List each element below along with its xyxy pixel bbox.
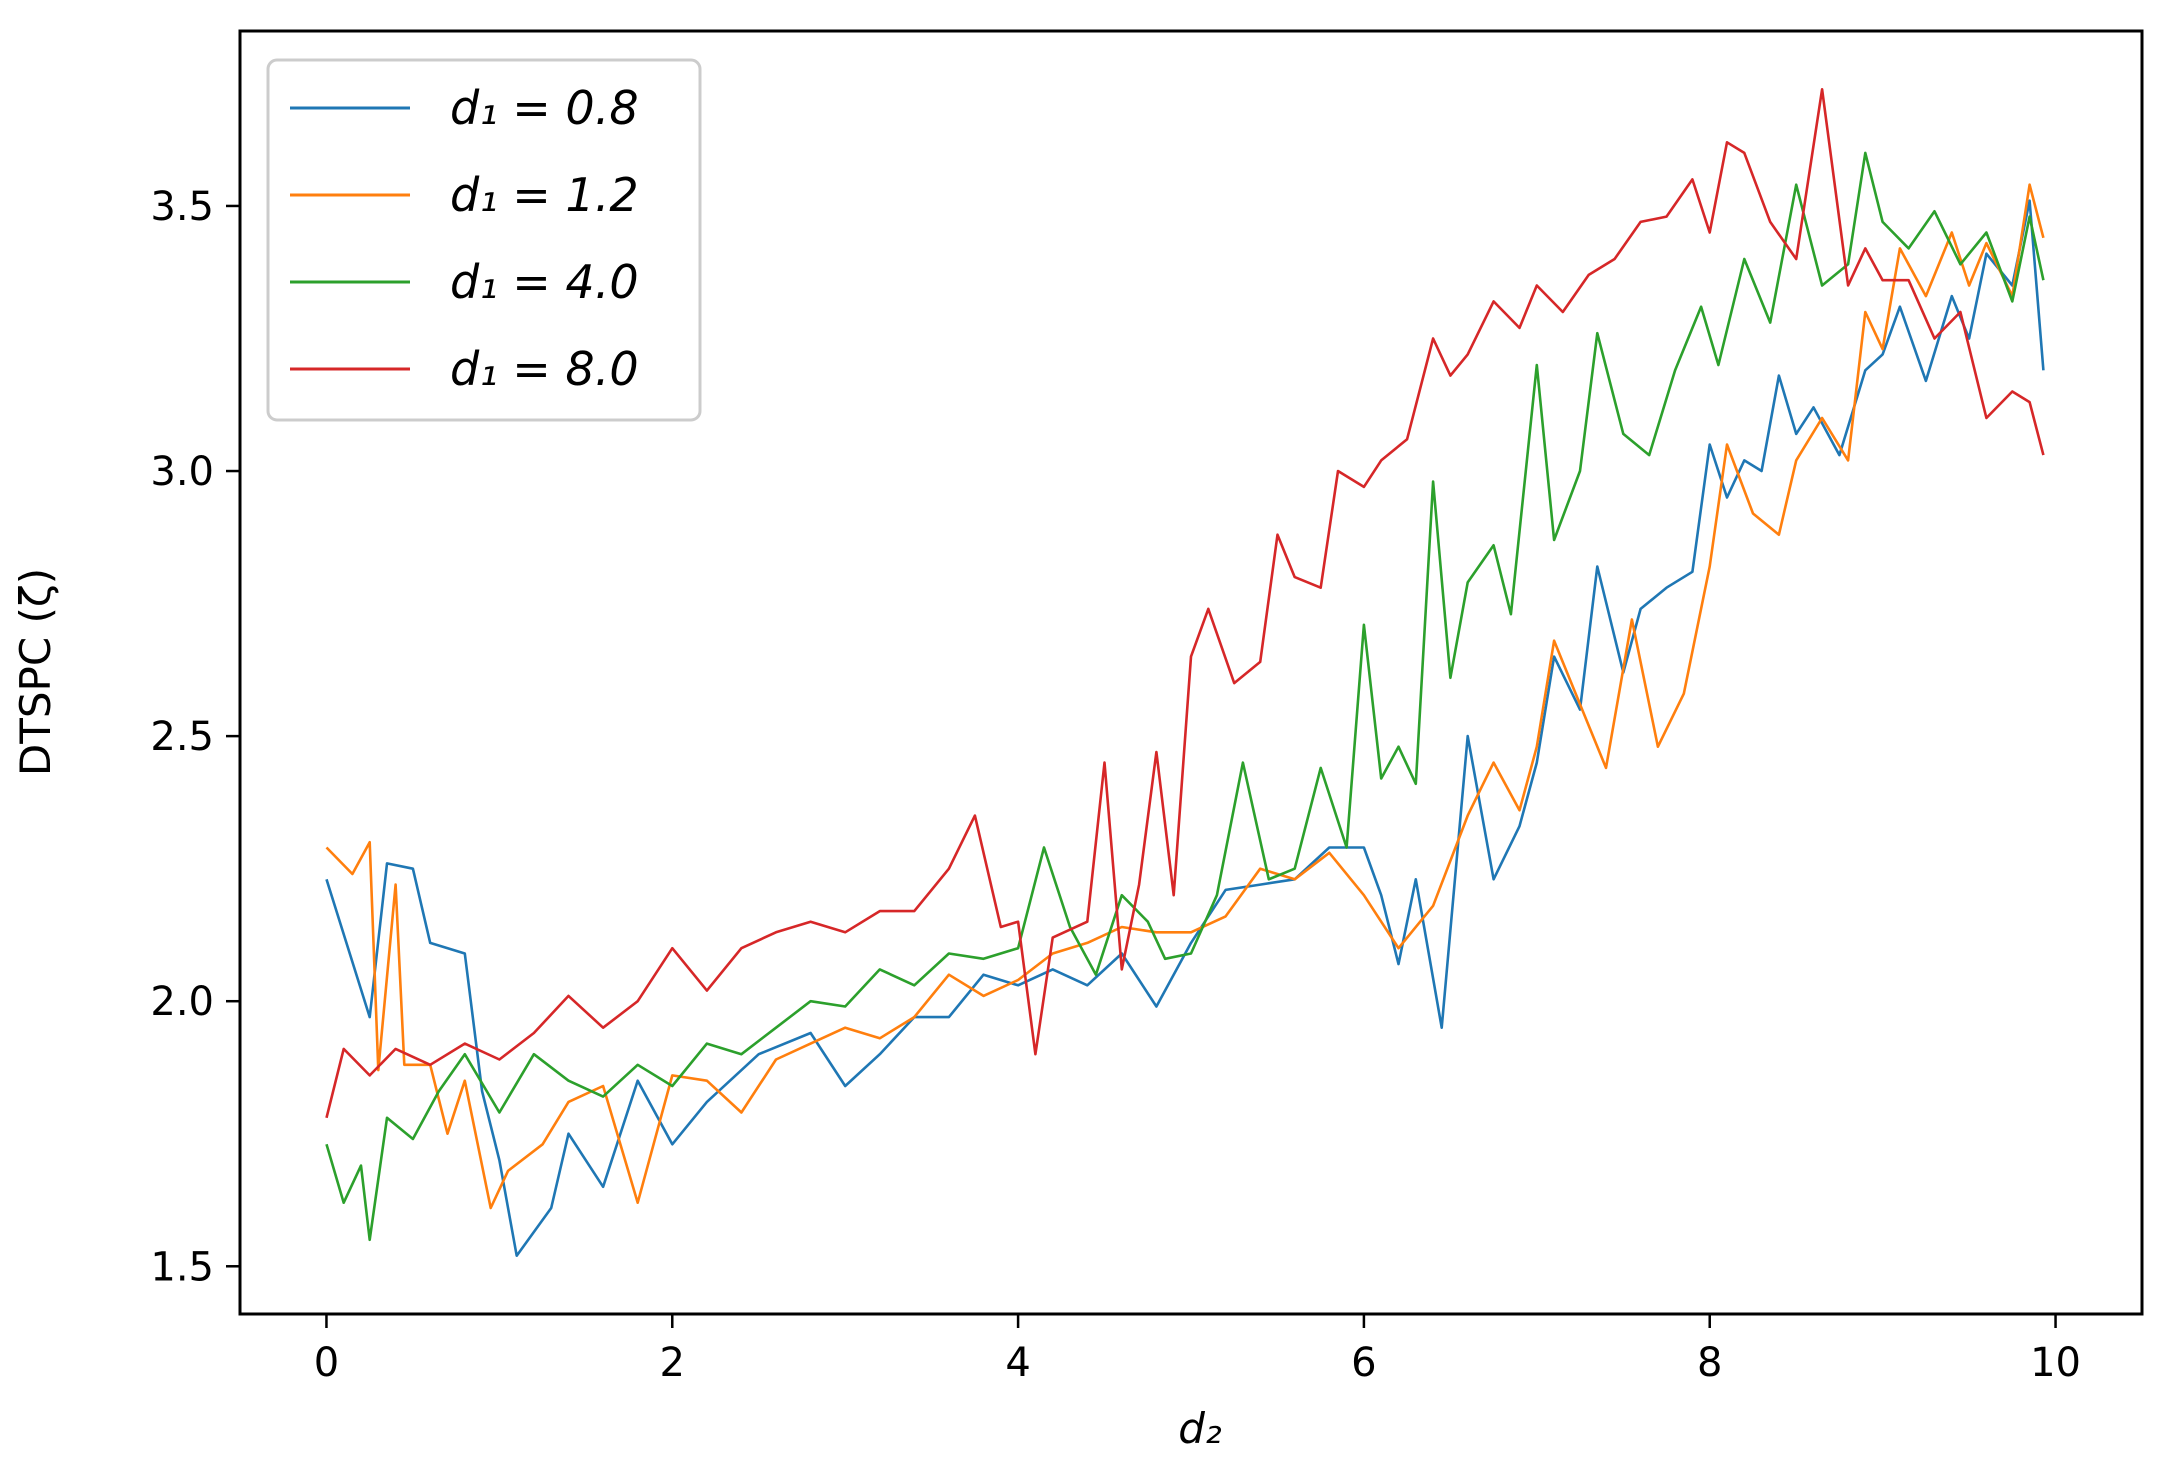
series-line-0 xyxy=(325,199,2045,1257)
y-tick-label: 2.0 xyxy=(150,979,214,1025)
x-tick-label: 10 xyxy=(2030,1340,2081,1386)
legend-label-0: d₁ = 0.8 xyxy=(450,81,639,135)
legend: d₁ = 0.8 d₁ = 1.2 d₁ = 4.0 d₁ = 8.0 xyxy=(266,58,702,422)
plot-lines xyxy=(325,88,2045,1257)
legend-label-1: d₁ = 1.2 xyxy=(450,168,639,222)
y-tick-label: 3.5 xyxy=(150,184,214,230)
x-tick-label: 6 xyxy=(1351,1340,1376,1386)
x-tick-label: 8 xyxy=(1697,1340,1722,1386)
y-axis-label: DTSPC (ζ) xyxy=(11,568,60,776)
series-line-2 xyxy=(325,151,2045,1242)
x-axis-ticks: 0 2 4 6 8 10 xyxy=(314,1314,2081,1386)
y-tick-label: 3.0 xyxy=(150,449,214,495)
series-line-1 xyxy=(325,183,2045,1210)
legend-label-2: d₁ = 4.0 xyxy=(450,255,639,309)
x-tick-label: 2 xyxy=(660,1340,685,1386)
legend-box xyxy=(266,58,702,422)
x-axis-label: d₂ xyxy=(1178,1404,1222,1453)
series-line-3 xyxy=(325,88,2045,1119)
plot-frame xyxy=(238,29,2144,1316)
y-tick-label: 2.5 xyxy=(150,714,214,760)
x-tick-label: 0 xyxy=(314,1340,339,1386)
legend-label-3: d₁ = 8.0 xyxy=(450,342,639,396)
x-tick-label: 4 xyxy=(1005,1340,1030,1386)
y-axis-ticks: 1.5 2.0 2.5 3.0 3.5 xyxy=(150,184,240,1290)
y-tick-label: 1.5 xyxy=(150,1244,214,1290)
